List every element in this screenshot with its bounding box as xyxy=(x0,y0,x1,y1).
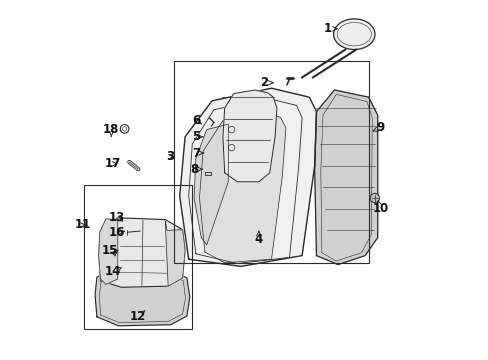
Text: 6: 6 xyxy=(191,114,200,127)
Text: 12: 12 xyxy=(130,310,146,323)
Text: 2: 2 xyxy=(260,76,268,89)
Polygon shape xyxy=(314,90,377,265)
Polygon shape xyxy=(194,124,228,245)
Polygon shape xyxy=(165,221,185,286)
Bar xyxy=(174,61,368,263)
Bar xyxy=(84,185,192,329)
Text: 14: 14 xyxy=(105,265,121,278)
Circle shape xyxy=(369,193,379,203)
Polygon shape xyxy=(204,172,210,175)
Ellipse shape xyxy=(333,19,374,49)
Text: 3: 3 xyxy=(165,150,174,163)
Polygon shape xyxy=(179,88,316,266)
Text: 18: 18 xyxy=(103,123,119,136)
Polygon shape xyxy=(199,111,285,263)
Polygon shape xyxy=(99,219,118,284)
Text: 1: 1 xyxy=(323,22,331,35)
Text: 9: 9 xyxy=(376,121,384,134)
Polygon shape xyxy=(95,268,189,326)
Text: 8: 8 xyxy=(189,163,198,176)
Text: 17: 17 xyxy=(105,157,121,170)
Polygon shape xyxy=(99,218,185,287)
Text: 4: 4 xyxy=(254,233,263,246)
Text: 7: 7 xyxy=(191,147,200,159)
Polygon shape xyxy=(223,90,276,182)
Text: 11: 11 xyxy=(74,219,90,231)
Text: 15: 15 xyxy=(101,244,118,257)
Text: 10: 10 xyxy=(372,202,388,215)
Text: 16: 16 xyxy=(108,226,124,239)
Text: 13: 13 xyxy=(108,211,124,224)
Text: 5: 5 xyxy=(191,130,200,143)
